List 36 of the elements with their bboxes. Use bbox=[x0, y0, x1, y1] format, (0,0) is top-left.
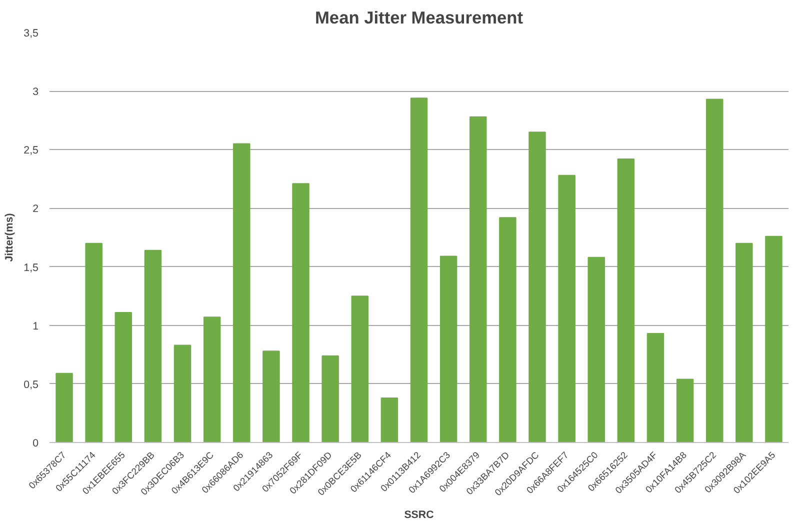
y-tick-label: 0 bbox=[32, 438, 39, 450]
bar bbox=[469, 116, 487, 442]
bar bbox=[499, 217, 516, 442]
y-tick-label: 2 bbox=[32, 203, 39, 216]
bar bbox=[676, 378, 694, 442]
bar bbox=[706, 98, 724, 442]
y-tick-label: 2,5 bbox=[24, 144, 39, 157]
bar bbox=[410, 98, 428, 442]
bar bbox=[380, 397, 398, 442]
bar bbox=[646, 333, 664, 442]
y-tick-label: 3,5 bbox=[24, 28, 39, 40]
bar bbox=[588, 256, 605, 442]
x-axis-title: SSRC bbox=[404, 509, 434, 522]
bar bbox=[322, 355, 339, 442]
bar bbox=[203, 316, 221, 442]
bar bbox=[440, 256, 458, 442]
y-tick-label: 1 bbox=[32, 320, 39, 332]
y-tick-label: 1,5 bbox=[24, 262, 39, 274]
bar bbox=[528, 132, 546, 442]
bar bbox=[144, 250, 162, 442]
bar bbox=[736, 242, 753, 442]
y-tick-label: 0,5 bbox=[24, 378, 39, 391]
chart-title: Mean Jitter Measurement bbox=[314, 8, 524, 28]
y-tick-label: 3 bbox=[32, 86, 39, 98]
bar bbox=[56, 372, 73, 442]
bar bbox=[292, 183, 310, 442]
bar bbox=[617, 158, 635, 442]
bar bbox=[558, 174, 576, 442]
bar bbox=[765, 236, 782, 442]
bar bbox=[85, 242, 102, 442]
bar bbox=[262, 350, 280, 442]
y-axis-title: Jitter(ms) bbox=[4, 212, 16, 262]
bar bbox=[114, 312, 132, 442]
bar bbox=[233, 143, 250, 442]
bar bbox=[174, 344, 192, 442]
bar bbox=[351, 296, 369, 442]
